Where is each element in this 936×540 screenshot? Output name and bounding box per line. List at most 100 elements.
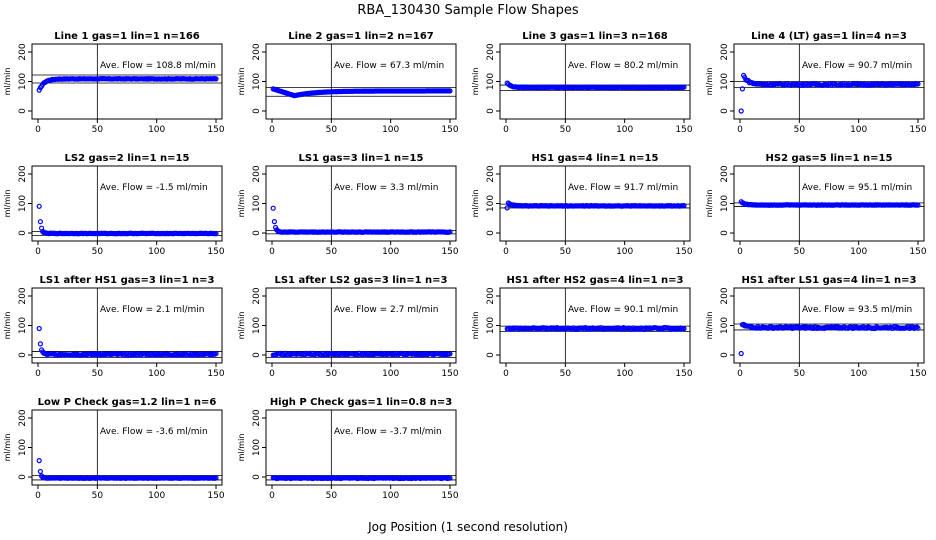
x-tick-label: 50 <box>326 369 338 379</box>
data-point <box>37 468 44 475</box>
y-tick-label: 0 <box>720 352 730 358</box>
data-points <box>36 203 219 237</box>
panel-title: LS2 gas=2 lin=1 n=15 <box>65 153 190 164</box>
x-tick-label: 150 <box>675 247 692 257</box>
y-tick-label: 200 <box>720 165 730 182</box>
x-tick-label: 0 <box>269 491 275 501</box>
y-axis-label: ml/min <box>705 68 714 96</box>
x-tick-label: 150 <box>909 125 926 135</box>
average-flow-annotation: Ave. Flow = 80.2 ml/min <box>568 61 678 71</box>
panels: Line 1 gas=1 lin=1 n=166 0 100 200 ml/min 0 50… <box>3 31 927 501</box>
panel-12: HS1 after LS1 gas=4 lin=1 n=3 0 100 200 ml/m… <box>705 275 927 379</box>
x-tick-label: 0 <box>503 125 509 135</box>
x-tick-label: 150 <box>441 125 458 135</box>
y-tick-label: 100 <box>252 439 262 456</box>
data-points <box>270 475 453 482</box>
x-tick-label: 150 <box>207 491 224 501</box>
y-tick-label: 100 <box>18 73 28 90</box>
panel-7: HS1 gas=4 lin=1 n=15 0 100 200 ml/min 0 50 100 1… <box>471 153 693 257</box>
panel-2: Line 2 gas=1 lin=2 n=167 0 100 200 ml/min 0 50… <box>237 31 459 135</box>
data-point <box>36 458 42 464</box>
y-tick-label: 200 <box>18 409 28 426</box>
average-flow-annotation: Ave. Flow = 67.3 ml/min <box>334 61 444 71</box>
panel-4: Line 4 (LT) gas=1 lin=4 n=3 0 100 200 ml/min… <box>705 31 927 135</box>
y-axis-label: ml/min <box>237 434 246 462</box>
x-tick-label: 0 <box>737 369 743 379</box>
panel-title: Low P Check gas=1.2 lin=1 n=6 <box>38 397 217 408</box>
x-tick-label: 100 <box>148 491 165 501</box>
panel-5: LS2 gas=2 lin=1 n=15 0 100 200 ml/min 0 50 100 1… <box>3 153 225 257</box>
x-tick-label: 150 <box>207 247 224 257</box>
x-tick-label: 0 <box>269 125 275 135</box>
y-tick-label: 200 <box>720 43 730 60</box>
data-points <box>36 458 219 481</box>
average-flow-annotation: Ave. Flow = 90.1 ml/min <box>568 305 678 315</box>
average-flow-annotation: Ave. Flow = 91.7 ml/min <box>568 183 678 193</box>
data-point <box>681 203 687 209</box>
y-tick-label: 200 <box>18 287 28 304</box>
x-tick-label: 50 <box>92 491 104 501</box>
y-tick-label: 100 <box>720 317 730 334</box>
y-axis-label: ml/min <box>3 190 12 218</box>
plot-frame <box>499 287 691 364</box>
y-axis-label: ml/min <box>3 434 12 462</box>
data-point <box>213 475 219 481</box>
x-tick-label: 100 <box>850 125 867 135</box>
panel-title: LS1 gas=3 lin=1 n=15 <box>299 153 424 164</box>
plot-frame <box>499 43 691 120</box>
data-point <box>504 205 510 211</box>
panel-11: HS1 after HS2 gas=4 lin=1 n=3 0 100 200 ml/m… <box>471 275 693 379</box>
data-point <box>681 326 687 332</box>
panel-10: LS1 after LS2 gas=3 lin=1 n=3 0 100 200 ml/m… <box>237 275 459 379</box>
x-tick-label: 50 <box>92 125 104 135</box>
data-point <box>36 325 42 332</box>
average-flow-annotation: Ave. Flow = -1.5 ml/min <box>100 183 208 193</box>
data-points <box>270 205 453 235</box>
y-axis-label: ml/min <box>471 68 480 96</box>
x-tick-label: 150 <box>441 247 458 257</box>
plot-frame <box>265 409 457 486</box>
x-tick-label: 100 <box>850 247 867 257</box>
panel-title: Line 3 gas=1 lin=3 n=168 <box>522 31 668 42</box>
average-flow-annotation: Ave. Flow = 95.1 ml/min <box>802 183 912 193</box>
data-point <box>447 88 453 94</box>
x-tick-label: 150 <box>441 369 458 379</box>
x-tick-label: 0 <box>35 247 41 257</box>
data-point <box>213 350 219 357</box>
x-tick-label: 0 <box>269 247 275 257</box>
y-tick-label: 200 <box>486 287 496 304</box>
y-tick-label: 100 <box>18 195 28 212</box>
y-tick-label: 0 <box>486 352 496 358</box>
x-tick-label: 100 <box>382 125 399 135</box>
x-tick-label: 0 <box>737 247 743 257</box>
average-flow-annotation: Ave. Flow = 2.1 ml/min <box>100 305 204 315</box>
y-tick-label: 100 <box>720 73 730 90</box>
y-tick-label: 100 <box>486 317 496 334</box>
average-flow-annotation: Ave. Flow = 3.3 ml/min <box>334 183 438 193</box>
x-tick-label: 0 <box>737 125 743 135</box>
x-tick-label: 150 <box>207 369 224 379</box>
data-point <box>447 351 453 357</box>
y-tick-label: 200 <box>252 43 262 60</box>
panel-8: HS2 gas=5 lin=1 n=15 0 100 200 ml/min 0 50 100 1… <box>705 153 927 257</box>
plot-frame <box>31 165 223 242</box>
x-tick-label: 50 <box>794 125 806 135</box>
x-tick-label: 100 <box>148 369 165 379</box>
x-tick-label: 50 <box>794 247 806 257</box>
figure-title: RBA_130430 Sample Flow Shapes <box>357 3 578 18</box>
y-tick-label: 0 <box>18 108 28 114</box>
y-tick-label: 0 <box>18 474 28 480</box>
average-flow-annotation: Ave. Flow = -3.6 ml/min <box>100 427 208 437</box>
data-points <box>504 200 687 211</box>
x-tick-label: 100 <box>616 125 633 135</box>
data-point <box>213 76 219 82</box>
data-point <box>742 74 748 80</box>
data-point <box>915 202 921 208</box>
panel-title: High P Check gas=1 lin=0.8 n=3 <box>270 397 452 408</box>
y-tick-label: 200 <box>486 43 496 60</box>
average-flow-annotation: Ave. Flow = -3.7 ml/min <box>334 427 442 437</box>
panel-9: LS1 after HS1 gas=3 lin=1 n=3 0 100 200 ml/m… <box>3 275 225 379</box>
data-points <box>270 86 453 99</box>
x-tick-label: 100 <box>148 125 165 135</box>
